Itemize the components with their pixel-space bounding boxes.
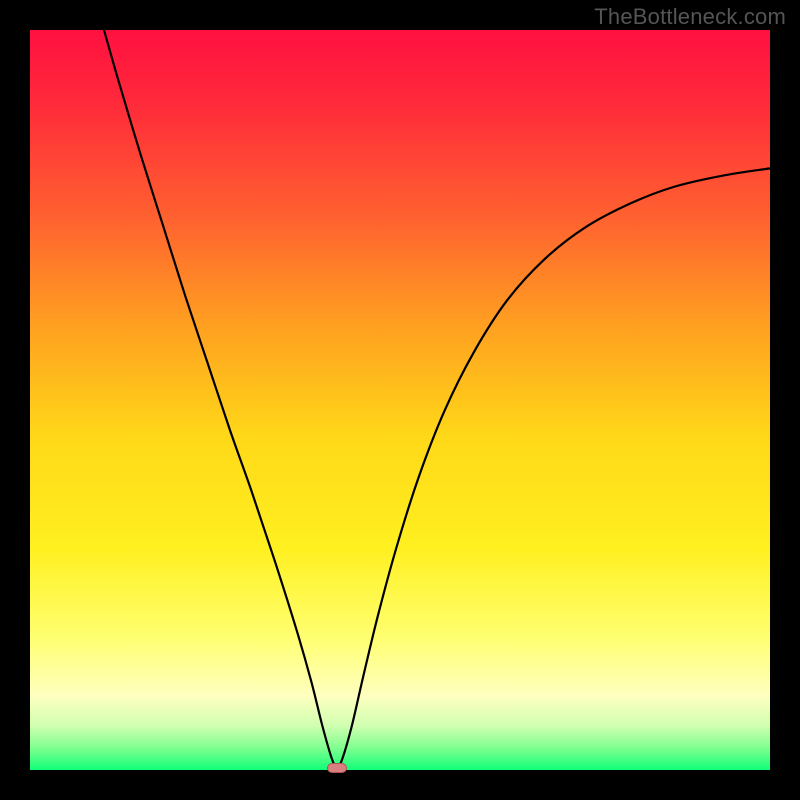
chart-container: TheBottleneck.com xyxy=(0,0,800,800)
watermark-text: TheBottleneck.com xyxy=(594,4,786,30)
minimum-marker xyxy=(327,763,347,773)
plot-area xyxy=(30,30,770,770)
gradient-background xyxy=(30,30,770,770)
